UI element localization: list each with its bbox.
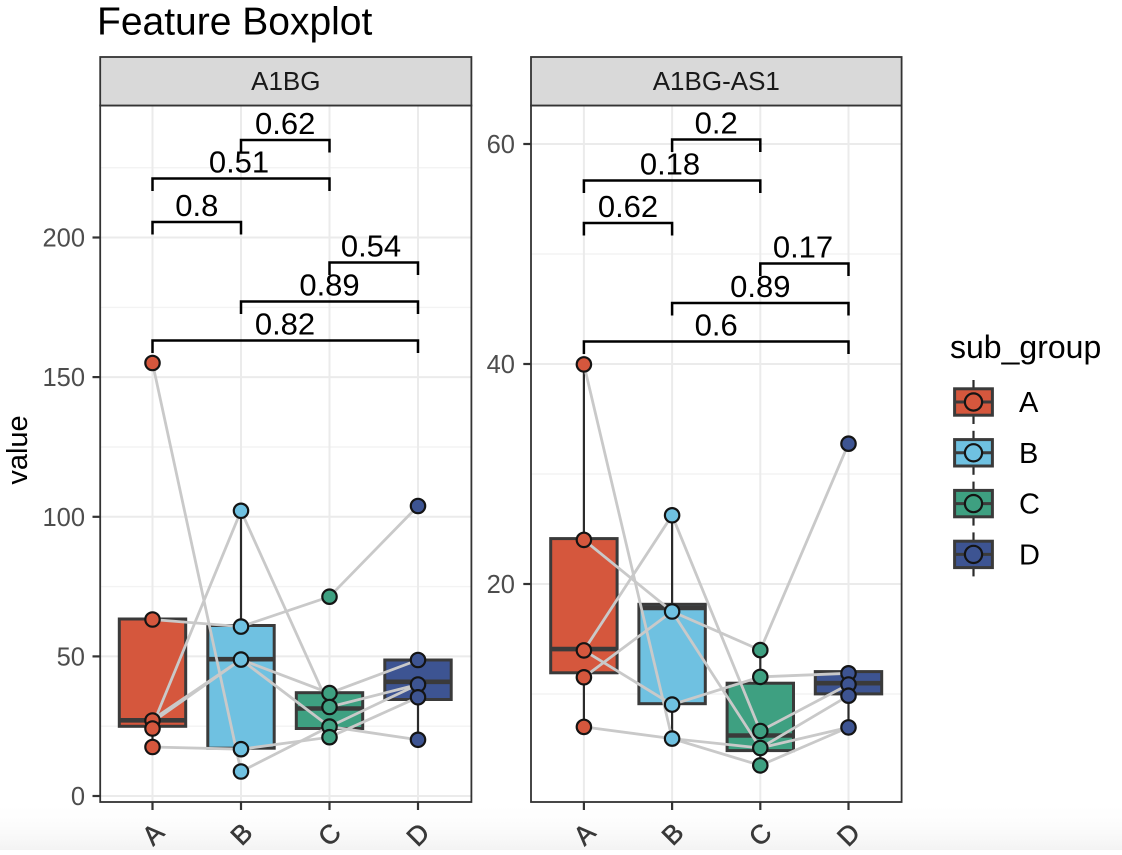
- svg-text:0.54: 0.54: [341, 229, 401, 264]
- svg-text:0.8: 0.8: [175, 188, 218, 223]
- svg-text:B: B: [1019, 438, 1038, 470]
- svg-text:150: 150: [42, 364, 85, 392]
- svg-text:0: 0: [71, 783, 85, 811]
- svg-text:50: 50: [57, 643, 85, 671]
- svg-text:value: value: [2, 415, 34, 484]
- svg-text:100: 100: [42, 504, 85, 532]
- svg-text:A: A: [1019, 387, 1039, 419]
- svg-text:Feature Boxplot: Feature Boxplot: [97, 1, 372, 44]
- svg-text:0.89: 0.89: [730, 269, 790, 304]
- svg-text:0.62: 0.62: [255, 106, 315, 141]
- svg-text:A1BG-AS1: A1BG-AS1: [653, 66, 780, 96]
- svg-text:0.2: 0.2: [695, 106, 738, 141]
- svg-text:D: D: [1019, 539, 1040, 571]
- svg-text:60: 60: [487, 131, 515, 159]
- svg-text:0.62: 0.62: [598, 189, 658, 224]
- svg-text:C: C: [1019, 489, 1040, 521]
- svg-text:A1BG: A1BG: [251, 66, 320, 96]
- svg-text:0.51: 0.51: [209, 145, 269, 180]
- svg-text:40: 40: [487, 351, 515, 379]
- svg-text:0.82: 0.82: [255, 307, 315, 342]
- svg-text:200: 200: [42, 225, 85, 253]
- svg-text:0.17: 0.17: [773, 230, 833, 265]
- svg-text:0.89: 0.89: [299, 268, 359, 303]
- svg-text:20: 20: [487, 571, 515, 599]
- svg-text:sub_group: sub_group: [950, 329, 1101, 365]
- svg-text:0.6: 0.6: [695, 308, 738, 343]
- svg-text:0.18: 0.18: [640, 147, 700, 182]
